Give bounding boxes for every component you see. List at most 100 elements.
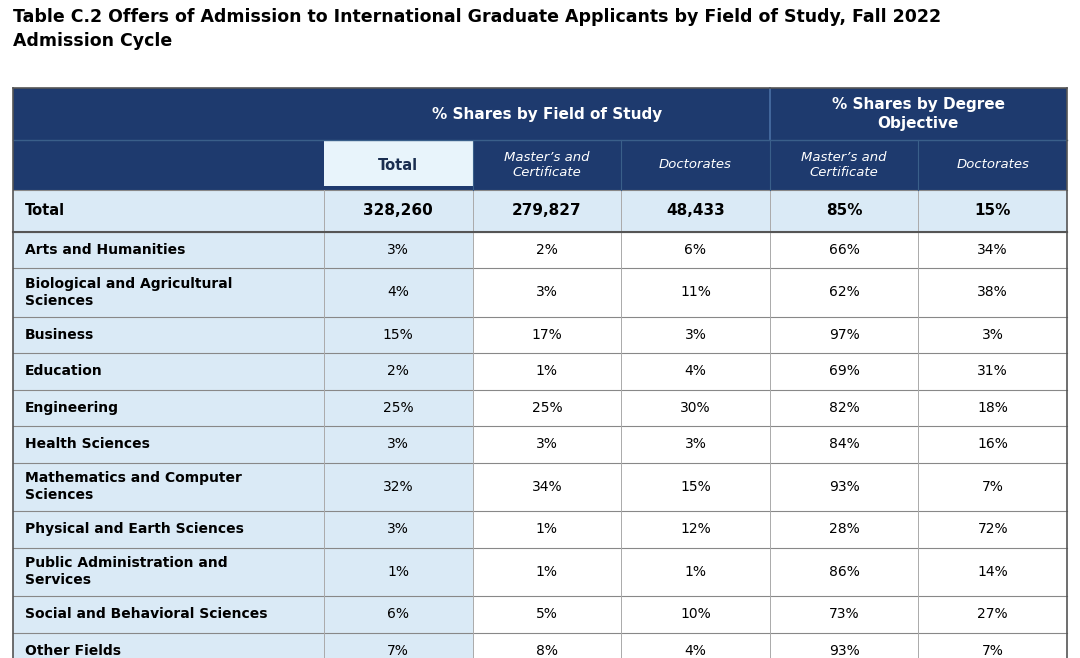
Bar xyxy=(13,353,1067,390)
Text: Mathematics and Computer
Sciences: Mathematics and Computer Sciences xyxy=(25,471,242,502)
Text: 14%: 14% xyxy=(977,565,1008,579)
Text: 3%: 3% xyxy=(536,286,557,299)
Bar xyxy=(324,268,473,316)
Text: 38%: 38% xyxy=(977,286,1008,299)
Bar xyxy=(13,232,324,268)
Text: Business: Business xyxy=(25,328,94,342)
Bar xyxy=(13,390,324,426)
Text: 4%: 4% xyxy=(685,365,706,378)
Text: 5%: 5% xyxy=(536,607,557,621)
Text: % Shares by Field of Study: % Shares by Field of Study xyxy=(432,107,662,122)
Text: 66%: 66% xyxy=(828,243,860,257)
Text: 97%: 97% xyxy=(828,328,860,342)
Bar xyxy=(324,232,473,268)
Text: 279,827: 279,827 xyxy=(512,203,582,218)
Bar xyxy=(13,316,324,353)
Text: 3%: 3% xyxy=(685,438,706,451)
Bar xyxy=(324,547,473,596)
Bar xyxy=(324,596,473,632)
Bar xyxy=(13,632,1067,658)
Text: 30%: 30% xyxy=(680,401,711,415)
Bar xyxy=(13,353,324,390)
Bar xyxy=(324,316,473,353)
Text: 62%: 62% xyxy=(828,286,860,299)
Text: 27%: 27% xyxy=(977,607,1008,621)
Text: % Shares by Degree
Objective: % Shares by Degree Objective xyxy=(832,97,1004,131)
Bar xyxy=(13,268,1067,316)
Bar xyxy=(324,463,473,511)
Text: 69%: 69% xyxy=(828,365,860,378)
Text: Doctorates: Doctorates xyxy=(956,159,1029,172)
Text: 16%: 16% xyxy=(977,438,1008,451)
Text: Table C.2 Offers of Admission to International Graduate Applicants by Field of S: Table C.2 Offers of Admission to Interna… xyxy=(13,8,941,49)
Bar xyxy=(13,232,1067,268)
Text: 25%: 25% xyxy=(531,401,563,415)
Bar xyxy=(13,596,324,632)
Text: 1%: 1% xyxy=(536,565,558,579)
Bar xyxy=(324,426,473,463)
Text: Health Sciences: Health Sciences xyxy=(25,438,150,451)
Text: 15%: 15% xyxy=(680,480,711,494)
Text: Doctorates: Doctorates xyxy=(659,159,732,172)
Text: 6%: 6% xyxy=(388,607,409,621)
Text: 4%: 4% xyxy=(685,644,706,658)
Text: 8%: 8% xyxy=(536,644,558,658)
Text: Master’s and
Certificate: Master’s and Certificate xyxy=(504,151,590,179)
Text: 93%: 93% xyxy=(828,480,860,494)
Text: 3%: 3% xyxy=(536,438,557,451)
Bar xyxy=(13,426,324,463)
Bar xyxy=(13,268,324,316)
Text: 1%: 1% xyxy=(536,522,558,536)
Text: 7%: 7% xyxy=(388,644,409,658)
Bar xyxy=(13,511,1067,547)
Text: 93%: 93% xyxy=(828,644,860,658)
Bar xyxy=(13,316,1067,353)
Text: 34%: 34% xyxy=(531,480,563,494)
Text: 73%: 73% xyxy=(828,607,860,621)
Text: Engineering: Engineering xyxy=(25,401,119,415)
Text: Arts and Humanities: Arts and Humanities xyxy=(25,243,186,257)
Text: 86%: 86% xyxy=(828,565,860,579)
Text: 10%: 10% xyxy=(680,607,711,621)
Text: 11%: 11% xyxy=(680,286,711,299)
Bar xyxy=(324,140,473,186)
Text: 1%: 1% xyxy=(388,565,409,579)
Text: 3%: 3% xyxy=(388,522,409,536)
Bar xyxy=(13,511,324,547)
Text: 6%: 6% xyxy=(685,243,706,257)
Text: 12%: 12% xyxy=(680,522,711,536)
Bar xyxy=(13,190,324,232)
Text: 17%: 17% xyxy=(531,328,563,342)
Text: Total: Total xyxy=(25,203,65,218)
Bar xyxy=(324,353,473,390)
Text: 31%: 31% xyxy=(977,365,1008,378)
Bar xyxy=(13,463,1067,511)
Bar xyxy=(13,390,1067,426)
Bar xyxy=(13,463,324,511)
Bar xyxy=(13,632,324,658)
Text: 15%: 15% xyxy=(974,203,1011,218)
Bar xyxy=(13,190,1067,232)
Text: 3%: 3% xyxy=(388,438,409,451)
Text: 85%: 85% xyxy=(826,203,862,218)
Bar xyxy=(13,547,1067,596)
Text: 3%: 3% xyxy=(685,328,706,342)
Text: 7%: 7% xyxy=(982,644,1003,658)
Bar xyxy=(13,140,1067,190)
Bar xyxy=(324,190,473,232)
Text: Social and Behavioral Sciences: Social and Behavioral Sciences xyxy=(25,607,268,621)
Text: 82%: 82% xyxy=(828,401,860,415)
Bar xyxy=(324,511,473,547)
Text: 3%: 3% xyxy=(982,328,1003,342)
Text: 25%: 25% xyxy=(383,401,414,415)
Text: 4%: 4% xyxy=(388,286,409,299)
Text: 1%: 1% xyxy=(685,565,706,579)
Bar xyxy=(13,547,324,596)
Text: 84%: 84% xyxy=(828,438,860,451)
Text: 1%: 1% xyxy=(536,365,558,378)
Text: 72%: 72% xyxy=(977,522,1008,536)
Text: 328,260: 328,260 xyxy=(363,203,433,218)
Text: Physical and Earth Sciences: Physical and Earth Sciences xyxy=(25,522,244,536)
Text: 34%: 34% xyxy=(977,243,1008,257)
Text: 32%: 32% xyxy=(383,480,414,494)
